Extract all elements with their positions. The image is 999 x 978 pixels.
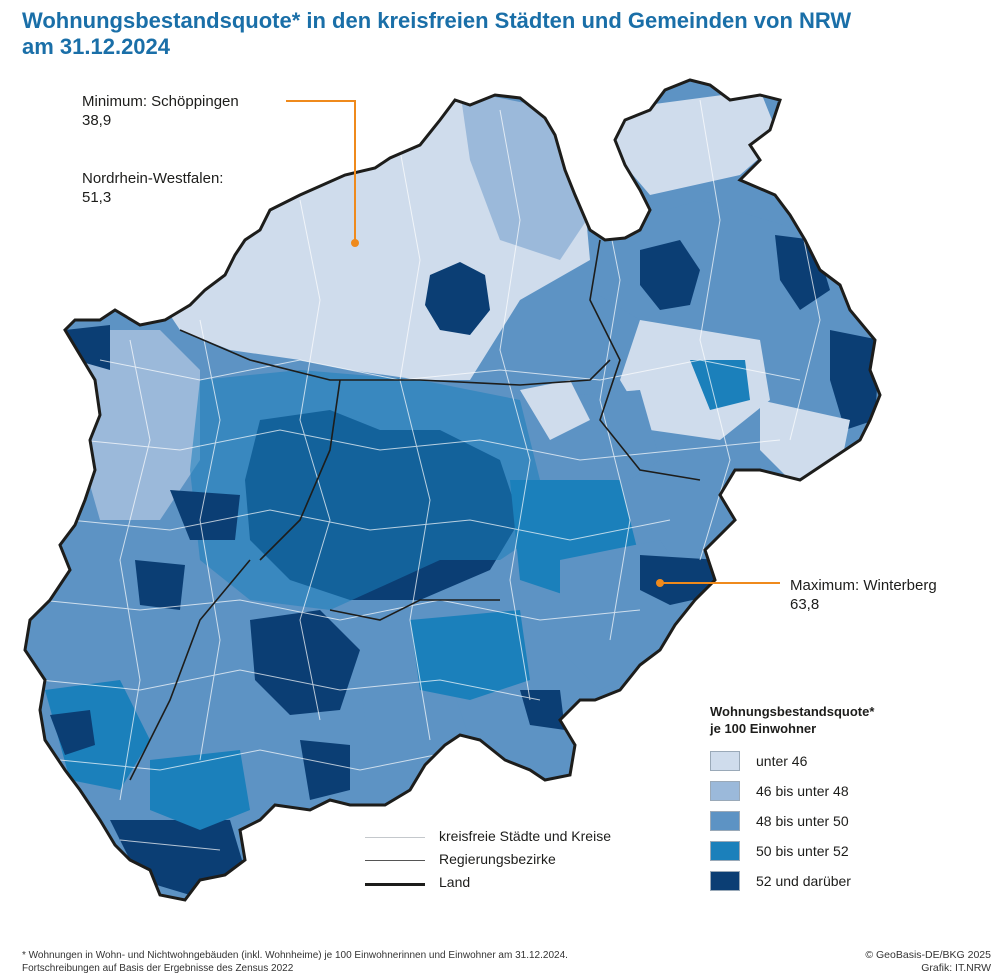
boundary-line-sample <box>365 837 425 838</box>
region-winterberg <box>640 555 720 605</box>
region-eifel-south <box>110 820 245 895</box>
legend-title-2: je 100 Einwohner <box>710 721 817 736</box>
maximum-annotation: Maximum: Winterberg 63,8 <box>790 576 937 614</box>
title-line-2: am 31.12.2024 <box>22 34 171 59</box>
legend-swatch <box>710 841 740 861</box>
region-bielefeld <box>640 240 700 310</box>
legend-swatch <box>710 781 740 801</box>
nrw-label: Nordrhein-Westfalen: <box>82 170 224 187</box>
legend-swatch <box>710 871 740 891</box>
region-aachen-city <box>50 710 95 755</box>
legend-item: 50 bis unter 52 <box>710 841 940 861</box>
legend-swatch <box>710 811 740 831</box>
region-oberberg <box>410 610 530 700</box>
legend-item: 52 und darüber <box>710 871 940 891</box>
title-line-1: Wohnungsbestandsquote* in den kreisfreie… <box>22 8 852 33</box>
boundary-label: Regierungsbezirke <box>439 851 556 867</box>
minimum-annotation: Minimum: Schöppingen 38,9 <box>82 92 239 130</box>
credit-line-2: Grafik: IT.NRW <box>921 962 991 974</box>
minimum-value: 38,9 <box>82 112 112 129</box>
region-sieg-south <box>520 690 565 730</box>
region-paderborn-east <box>690 360 750 410</box>
region-euskirchen <box>150 750 250 830</box>
legend-swatch <box>710 751 740 771</box>
regierungsbezirk-borders <box>129 239 701 781</box>
color-legend: Wohnungsbestandsquote* je 100 Einwohner … <box>710 703 940 891</box>
minimum-leader-line <box>286 100 356 243</box>
municipality-borders <box>39 99 821 851</box>
region-lower-rhine <box>70 330 200 520</box>
region-kleve-west <box>65 325 110 370</box>
boundary-line-sample <box>365 860 425 861</box>
boundary-line-sample <box>365 883 425 886</box>
legend-label: 52 und darüber <box>756 873 851 889</box>
footnote: * Wohnungen in Wohn- und Nichtwohngebäud… <box>22 949 782 975</box>
region-hoexter <box>830 330 880 430</box>
maximum-value: 63,8 <box>790 596 820 613</box>
region-bonn-south <box>300 740 350 800</box>
legend-item: 48 bis unter 50 <box>710 811 940 831</box>
nrw-annotation: Nordrhein-Westfalen: 51,3 <box>82 169 223 207</box>
boundary-label: Land <box>439 874 471 890</box>
footnote-line-2: Fortschreibungen auf Basis der Ergebniss… <box>22 963 294 974</box>
maximum-label: Maximum: Winterberg <box>790 577 937 594</box>
legend-label: unter 46 <box>756 753 808 769</box>
minimum-marker <box>351 239 359 247</box>
boundary-legend-item: Land <box>365 874 685 894</box>
region-moenchengladbach <box>135 560 185 610</box>
boundary-legend-item: Regierungsbezirke <box>365 851 685 871</box>
legend-item: 46 bis unter 48 <box>710 781 940 801</box>
region-soest-light <box>520 380 590 440</box>
minimum-label: Minimum: Schöppingen <box>82 93 239 110</box>
region-duesseldorf-west <box>170 490 240 540</box>
region-paderborn <box>620 320 770 440</box>
boundary-legend-item: kreisfreie Städte und Kreise <box>365 828 685 848</box>
region-aachen-area <box>45 680 150 790</box>
nrw-value: 51,3 <box>82 189 112 206</box>
legend-item: unter 46 <box>710 751 940 771</box>
legend-label: 48 bis unter 50 <box>756 813 849 829</box>
credit: © GeoBasis-DE/BKG 2025 Grafik: IT.NRW <box>865 949 991 975</box>
boundary-label: kreisfreie Städte und Kreise <box>439 828 611 844</box>
legend-title-1: Wohnungsbestandsquote* <box>710 704 875 719</box>
legend-label: 50 bis unter 52 <box>756 843 849 859</box>
map-title: Wohnungsbestandsquote* in den kreisfreie… <box>22 8 982 60</box>
legend-label: 46 bis unter 48 <box>756 783 849 799</box>
maximum-marker <box>656 579 664 587</box>
region-muenster-city <box>425 262 490 335</box>
footnote-line-1: * Wohnungen in Wohn- und Nichtwohngebäud… <box>22 950 568 961</box>
credit-line-1: © GeoBasis-DE/BKG 2025 <box>865 949 991 961</box>
region-ostwestfalen-north <box>610 90 780 195</box>
